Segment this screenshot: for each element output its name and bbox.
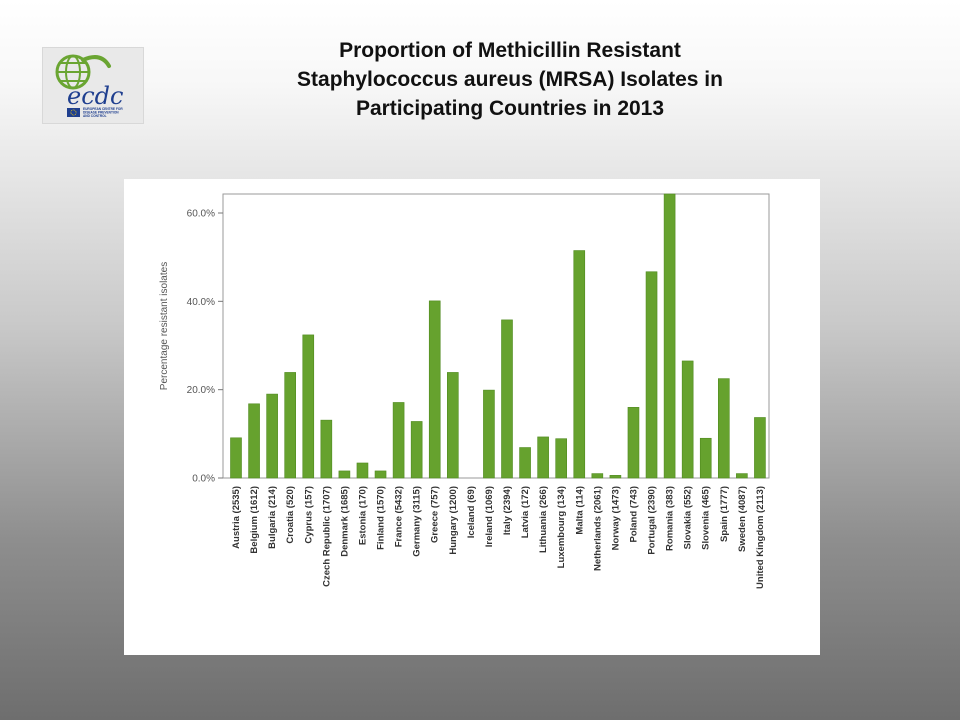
x-tick-label: Sweden (4087): [737, 486, 748, 552]
bar: [681, 360, 694, 479]
y-tick-label: 60.0%: [187, 209, 215, 220]
x-tick-label: Cyprus (157): [303, 486, 314, 544]
page-title: Proportion of Methicillin Resistant Stap…: [200, 36, 820, 123]
bar: [555, 438, 568, 479]
x-tick-label: Denmark (1685): [339, 486, 350, 557]
x-tick-label: Czech Republic (1707): [321, 486, 332, 587]
title-line-2: Staphylococcus aureus (MRSA) Isolates in: [297, 68, 723, 91]
x-tick-label: Greece (757): [430, 486, 441, 543]
bar: [519, 447, 531, 479]
y-tick-label: 0.0%: [192, 474, 215, 485]
bar: [410, 421, 423, 479]
bar: [230, 437, 242, 479]
mrsa-bar-chart: 0.0% 20.0% 40.0% 60.0% Austria (2535) Belgiu…: [159, 193, 770, 589]
chart-bars: [230, 193, 766, 479]
logo-org-text: EUROPEAN CENTRE FOR DISEASE PREVENTION A…: [83, 107, 124, 118]
x-tick-label: Germany (3115): [412, 486, 423, 557]
chart-axes: 0.0% 20.0% 40.0% 60.0%: [187, 193, 770, 485]
bar: [392, 402, 405, 479]
x-tick-label: Ireland (1069): [484, 486, 495, 547]
x-tick-label: Austria (2535): [231, 486, 242, 549]
bar: [645, 271, 658, 479]
bar: [501, 319, 513, 479]
y-tick-label: 20.0%: [187, 385, 215, 396]
title-line-1: Proportion of Methicillin Resistant: [339, 39, 681, 62]
x-tick-label: Portugal (2390): [647, 486, 658, 555]
x-tick-label: Norway (1473): [610, 486, 621, 550]
bar: [320, 419, 333, 479]
x-tick-label: Croatia (520): [285, 486, 296, 544]
ecdc-globe-logo-icon: ecdc EUROPEAN CENTRE FOR DISEASE PREVENT…: [55, 54, 124, 118]
logo-wordmark: ecdc: [67, 82, 123, 110]
bar: [754, 417, 766, 479]
bar: [717, 378, 730, 479]
x-tick-label: Finland (1570): [376, 486, 387, 550]
x-tick-label: Iceland (69): [466, 486, 477, 538]
x-tick-label: France (5432): [394, 486, 405, 547]
bar: [483, 389, 495, 479]
y-axis-label: Percentage resistant isolates: [159, 262, 170, 390]
bar: [609, 475, 622, 479]
x-tick-label: Malta (114): [574, 486, 585, 535]
x-tick-label: Hungary (1200): [448, 486, 459, 555]
bar: [591, 473, 604, 479]
x-tick-label: Latvia (172): [520, 486, 531, 538]
bar: [663, 193, 676, 479]
x-tick-label: Estonia (170): [357, 486, 368, 545]
x-tick-label: Poland (743): [628, 486, 639, 543]
bar: [266, 393, 278, 479]
x-tick-label: United Kingdom (2113): [755, 486, 766, 589]
x-tick-label: Lithuania (266): [538, 486, 549, 553]
bar: [446, 372, 459, 479]
x-tick-label: Netherlands (2061): [592, 486, 603, 571]
bar: [248, 403, 260, 479]
plot-frame: [222, 193, 770, 479]
ecdc-logo: ecdc EUROPEAN CENTRE FOR DISEASE PREVENT…: [42, 47, 144, 124]
bar: [736, 473, 748, 479]
y-tick-label: 40.0%: [187, 297, 215, 308]
chart-x-labels: Austria (2535) Belgium (1612) Bulgaria (21…: [231, 486, 766, 589]
bar: [537, 436, 549, 479]
bar: [374, 470, 387, 479]
x-tick-label: Spain (1777): [719, 486, 730, 542]
title-line-3: Participating Countries in 2013: [355, 97, 665, 120]
x-tick-label: Luxembourg (134): [556, 486, 567, 568]
x-tick-label: Slovakia (552): [683, 486, 694, 549]
x-tick-label: Italy (2394): [502, 486, 513, 535]
x-tick-label: Slovenia (465): [701, 486, 712, 550]
bar: [627, 407, 640, 479]
x-tick-label: Bulgaria (214): [267, 486, 278, 549]
eu-flag-icon: [67, 108, 80, 117]
chart-panel: 0.0% 20.0% 40.0% 60.0% Austria (2535) Belgiu…: [124, 179, 820, 655]
x-tick-label: Belgium (1612): [249, 486, 260, 554]
bar: [338, 470, 351, 479]
bar: [284, 372, 296, 479]
bar: [356, 462, 369, 479]
x-tick-label: Romania (383): [665, 486, 676, 551]
bar: [699, 437, 712, 479]
bar: [428, 300, 441, 479]
bar: [302, 334, 315, 479]
bar: [573, 250, 586, 479]
